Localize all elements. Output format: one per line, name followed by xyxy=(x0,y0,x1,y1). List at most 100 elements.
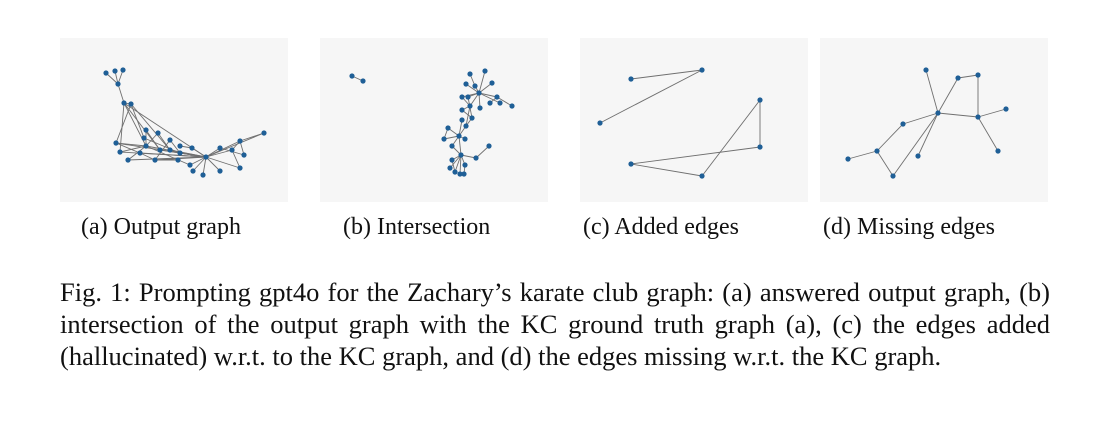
node xyxy=(699,173,705,179)
node xyxy=(458,152,464,158)
figure-caption-text: Fig. 1: Prompting gpt4o for the Zachary’… xyxy=(60,277,1050,371)
node xyxy=(463,81,469,87)
node xyxy=(459,94,465,100)
node xyxy=(152,157,158,163)
subcaption-b: (b) Intersection xyxy=(343,214,491,240)
node xyxy=(175,157,181,163)
node xyxy=(459,117,465,123)
node xyxy=(125,157,131,163)
graph-a-nodes xyxy=(103,67,267,178)
node xyxy=(187,162,193,168)
node xyxy=(845,156,851,162)
node xyxy=(441,136,447,142)
node xyxy=(467,71,473,77)
node xyxy=(447,165,453,171)
graph-d-nodes xyxy=(845,67,1009,179)
subcaption-c: (c) Added edges xyxy=(583,214,739,240)
graph-c xyxy=(597,67,763,179)
node xyxy=(469,115,475,121)
graph-c-edges xyxy=(599,69,761,177)
node xyxy=(462,162,468,168)
node xyxy=(472,83,478,89)
node xyxy=(497,100,503,106)
panel-c-added-edges xyxy=(580,38,808,202)
node xyxy=(452,169,458,175)
panel-b-intersection xyxy=(320,38,548,202)
node xyxy=(489,80,495,86)
panel-d-missing-edges xyxy=(820,38,1048,202)
node xyxy=(1003,106,1009,112)
node xyxy=(121,100,127,106)
node xyxy=(237,165,243,171)
graph-b-edges xyxy=(351,70,513,175)
node xyxy=(229,147,235,153)
node xyxy=(459,107,465,113)
node xyxy=(477,105,483,111)
node xyxy=(900,121,906,127)
node xyxy=(449,143,455,149)
node xyxy=(217,145,223,151)
node xyxy=(137,150,143,156)
node xyxy=(360,78,366,84)
node xyxy=(482,68,488,74)
node xyxy=(456,133,462,139)
node xyxy=(467,103,473,109)
node xyxy=(177,143,183,149)
node xyxy=(890,173,896,179)
node xyxy=(509,103,515,109)
node xyxy=(190,168,196,174)
node xyxy=(874,148,880,154)
node xyxy=(167,147,173,153)
node xyxy=(465,94,471,100)
node xyxy=(757,97,763,103)
node xyxy=(975,114,981,120)
graph-d-edges xyxy=(847,69,1007,177)
graph-d xyxy=(845,67,1009,179)
node xyxy=(120,67,126,73)
node xyxy=(699,67,705,73)
node xyxy=(476,90,482,96)
node xyxy=(628,161,634,167)
node xyxy=(461,171,467,177)
node xyxy=(237,138,243,144)
node xyxy=(115,81,121,87)
graph-a-edges xyxy=(105,69,265,176)
node xyxy=(457,171,463,177)
node xyxy=(445,125,451,131)
node xyxy=(143,143,149,149)
node xyxy=(473,155,479,161)
node xyxy=(486,143,492,149)
node xyxy=(177,150,183,156)
node xyxy=(462,136,468,142)
node xyxy=(955,75,961,81)
graph-b-nodes xyxy=(349,68,515,177)
node xyxy=(112,68,118,74)
node xyxy=(167,137,173,143)
subcaption-a: (a) Output graph xyxy=(81,214,241,240)
graph-a xyxy=(103,67,267,178)
subcaption-d: (d) Missing edges xyxy=(823,214,995,240)
node xyxy=(757,144,763,150)
node xyxy=(449,157,455,163)
graph-b xyxy=(349,68,515,177)
figure-caption: Fig. 1: Prompting gpt4o for the Zachary’… xyxy=(60,276,1050,372)
node xyxy=(975,72,981,78)
node xyxy=(189,145,195,151)
node xyxy=(113,140,119,146)
node xyxy=(143,127,149,133)
graph-c-nodes xyxy=(597,67,763,179)
node xyxy=(915,153,921,159)
node xyxy=(157,147,163,153)
node xyxy=(203,154,209,160)
node xyxy=(628,76,634,82)
node xyxy=(241,152,247,158)
node xyxy=(103,70,109,76)
node xyxy=(995,148,1001,154)
node xyxy=(200,172,206,178)
node xyxy=(494,94,500,100)
node xyxy=(141,135,147,141)
node xyxy=(155,130,161,136)
node xyxy=(128,101,134,107)
node xyxy=(463,123,469,129)
node xyxy=(217,168,223,174)
